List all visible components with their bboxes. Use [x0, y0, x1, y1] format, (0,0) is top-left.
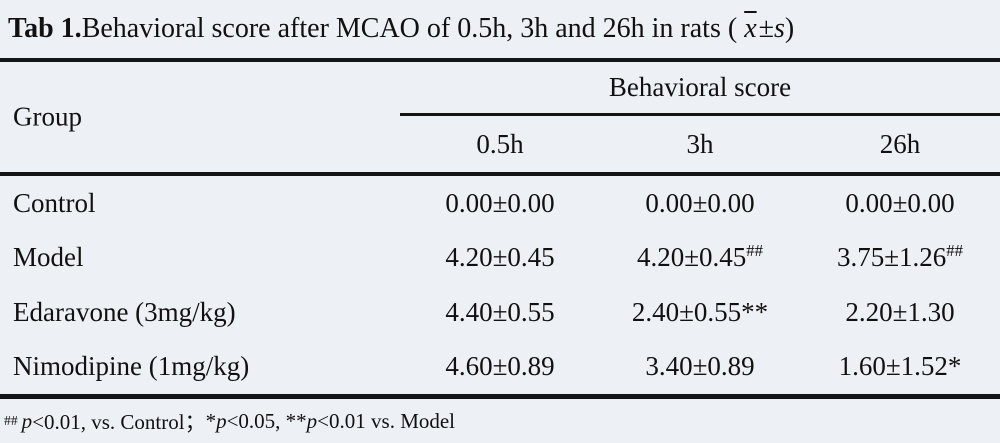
value-cell: 2.20±1.30 — [800, 297, 1000, 328]
significance-marker: ## — [946, 241, 964, 261]
column-header-group: Group — [13, 101, 82, 132]
value-cell: 0.00±0.00 — [400, 188, 600, 219]
value-cell: 4.20±0.45## — [600, 242, 800, 273]
value-text: 4.60±0.89 — [445, 351, 555, 382]
value-text: 3.40±0.89 — [645, 351, 755, 382]
table-number: Tab 1. — [8, 13, 82, 44]
column-header-26h: 26h — [879, 128, 921, 159]
star-marker: * — [205, 408, 217, 433]
behavioral-score-header-block: Behavioral score 0.5h 3h 26h — [400, 62, 1000, 172]
footnote-text: <0.05, ** — [226, 408, 307, 433]
table-row-nimodipine: Nimodipine (1mg/kg) 4.60±0.89 3.40±0.89 … — [0, 340, 1000, 395]
group-cell: Edaravone (3mg/kg) — [13, 296, 236, 327]
value-text: 3.75±1.26 — [836, 242, 947, 273]
group-cell: Model — [13, 242, 84, 273]
value-text: 0.00±0.00 — [645, 187, 755, 218]
table-header: Group Behavioral score 0.5h 3h 26h — [0, 62, 1000, 172]
group-cell: Control — [13, 187, 96, 218]
value-cell: 3.40±0.89 — [600, 351, 800, 382]
bottom-rule — [0, 394, 1000, 399]
value-cell: 2.40±0.55** — [600, 297, 800, 328]
value-text: 1.60±1.52* — [838, 351, 962, 382]
value-text: 2.20±1.30 — [845, 296, 955, 327]
value-text: 0.00±0.00 — [445, 187, 555, 218]
span-header-row: Behavioral score — [400, 62, 1000, 116]
table-row-model: Model 4.20±0.45 4.20±0.45## 3.75±1.26## — [0, 231, 1000, 286]
p-symbol: p — [21, 408, 33, 433]
sd-symbol: s — [774, 13, 785, 44]
value-text: 4.20±0.45 — [445, 242, 555, 273]
paren-close: ) — [784, 13, 795, 44]
column-header-3h: 3h — [686, 128, 714, 159]
table-row-edaravone: Edaravone (3mg/kg) 4.40±0.55 2.40±0.55**… — [0, 285, 1000, 340]
table-row-control: Control 0.00±0.00 0.00±0.00 0.00±0.00 — [0, 176, 1000, 231]
header-body-rule — [0, 172, 1000, 176]
value-cell: 0.00±0.00 — [600, 188, 800, 219]
p-symbol: p — [306, 408, 318, 433]
subcolumn-header-row: 0.5h 3h 26h — [400, 116, 1000, 172]
column-header-0-5h: 0.5h — [476, 128, 524, 159]
value-text: 0.00±0.00 — [845, 187, 955, 218]
column-header-behavioral-score: Behavioral score — [608, 72, 792, 102]
value-cell: 3.75±1.26## — [800, 242, 1000, 273]
footnote-text: <0.01 vs. Model — [317, 408, 456, 433]
plus-minus: ± — [758, 13, 774, 44]
value-cell: 0.00±0.00 — [800, 188, 1000, 219]
footnote-text: <0.01, vs. Control； — [32, 410, 206, 434]
value-cell: 1.60±1.52* — [800, 351, 1000, 382]
value-cell: 4.60±0.89 — [400, 351, 600, 382]
mean-symbol: x — [744, 13, 757, 44]
value-cell: 4.20±0.45 — [400, 242, 600, 273]
significance-marker: ## — [746, 241, 764, 261]
table-title-text: Behavioral score after MCAO of 0.5h, 3h … — [81, 13, 738, 44]
p-symbol: p — [216, 408, 227, 433]
value-cell: 4.40±0.55 — [400, 297, 600, 328]
group-cell: Nimodipine (1mg/kg) — [13, 351, 250, 382]
table-footnote: ## p <0.01, vs. Control； * p <0.05, ** p <0.… — [0, 399, 1000, 443]
value-text: 2.40±0.55** — [631, 296, 769, 327]
table-body: Control 0.00±0.00 0.00±0.00 0.00±0.00 Mo… — [0, 176, 1000, 394]
top-rule — [0, 58, 1000, 62]
value-text: 4.40±0.55 — [445, 296, 555, 327]
value-text: 4.20±0.45 — [636, 242, 747, 273]
table-title: Tab 1. Behavioral score after MCAO of 0.… — [0, 0, 1000, 58]
